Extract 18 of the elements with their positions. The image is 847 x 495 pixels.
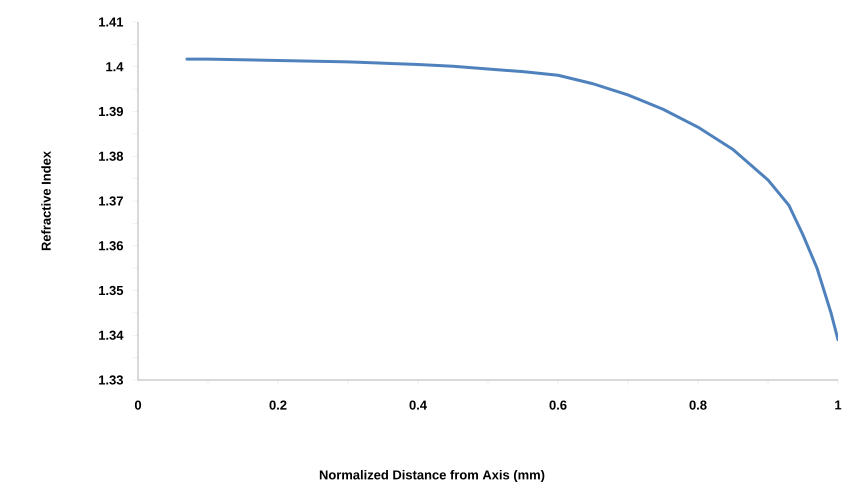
y-tick-label: 1.4 [106, 62, 124, 72]
line-series [186, 58, 838, 342]
y-tick-label: 1.38 [99, 152, 124, 161]
y-tick-label: 1.36 [99, 241, 124, 250]
y-axis-title: Refractive Index [41, 151, 51, 250]
y-tick-label: 1.39 [99, 106, 123, 116]
x-tick-label: 0.6 [550, 400, 567, 410]
y-tick-label: 1.33 [99, 375, 124, 385]
y-tick-label: 1.41 [99, 18, 124, 26]
y-tick-label: 1.35 [99, 286, 124, 296]
x-tick-label: 0.4 [410, 400, 427, 410]
y-tick-label: 1.34 [99, 330, 124, 340]
x-axis-title: Normalized Distance from Axis (mm) [320, 470, 544, 482]
x-tick-label: 0.8 [690, 400, 707, 410]
y-tick-label: 1.37 [99, 196, 123, 206]
x-tick-label: 0.2 [270, 400, 286, 410]
x-tick-label: 0 [134, 400, 142, 410]
x-tick-label: 1 [835, 400, 842, 410]
